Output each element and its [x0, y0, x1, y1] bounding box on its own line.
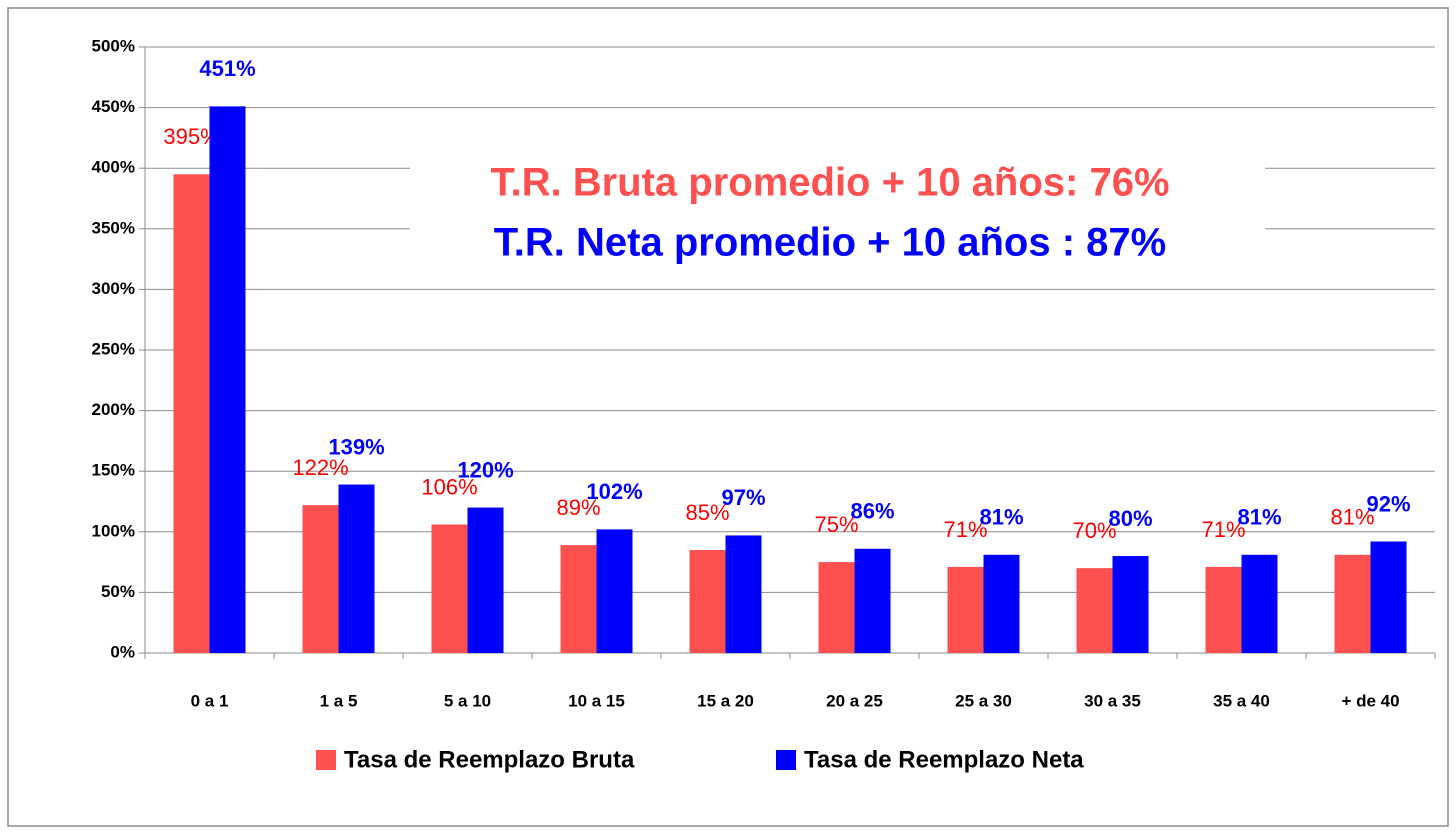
bar: [1241, 554, 1278, 653]
data-label: 97%: [721, 485, 765, 510]
bar: [1076, 568, 1113, 653]
data-label: 139%: [328, 434, 384, 459]
annotation: T.R. Bruta promedio + 10 años: 76%: [490, 161, 1169, 205]
data-label: 75%: [814, 512, 858, 537]
x-tick-label: 1 a 5: [320, 691, 358, 710]
x-tick-label: 25 a 30: [955, 691, 1012, 710]
data-label: 122%: [292, 455, 348, 480]
x-tick-label: + de 40: [1341, 691, 1399, 710]
x-tick-label: 20 a 25: [826, 691, 883, 710]
data-label: 80%: [1108, 506, 1152, 531]
data-label: 81%: [979, 505, 1023, 530]
y-tick-label: 200%: [92, 400, 135, 419]
bar: [983, 554, 1020, 653]
y-tick-label: 300%: [92, 279, 135, 298]
data-label: 81%: [1330, 505, 1374, 530]
bar: [725, 535, 762, 653]
annotation-box: [410, 150, 1265, 270]
data-label: 71%: [943, 517, 987, 542]
y-tick-label: 500%: [92, 36, 135, 55]
bar: [1205, 566, 1242, 653]
bar: [209, 106, 246, 653]
x-tick-label: 30 a 35: [1084, 691, 1141, 710]
y-tick-label: 250%: [92, 339, 135, 358]
x-tick-label: 0 a 1: [191, 691, 229, 710]
bar: [689, 549, 726, 653]
bar: [431, 524, 468, 653]
bar: [1112, 556, 1149, 653]
data-label: 70%: [1072, 518, 1116, 543]
data-label: 71%: [1201, 517, 1245, 542]
data-label: 120%: [457, 457, 513, 482]
data-label: 86%: [850, 499, 894, 524]
y-tick-label: 400%: [92, 158, 135, 177]
bar: [302, 505, 339, 653]
x-tick-label: 5 a 10: [444, 691, 491, 710]
y-tick-label: 150%: [92, 461, 135, 480]
data-label: 102%: [586, 479, 642, 504]
y-tick-label: 450%: [92, 97, 135, 116]
chart-frame: [7, 7, 1449, 827]
legend-label: Tasa de Reemplazo Bruta: [344, 746, 635, 773]
data-label: 92%: [1366, 491, 1410, 516]
bar: [947, 566, 984, 653]
y-tick-label: 100%: [92, 521, 135, 540]
bar: [854, 548, 891, 653]
data-label: 89%: [556, 495, 600, 520]
bar: [560, 545, 597, 653]
legend-swatch: [776, 750, 796, 770]
data-label: 451%: [199, 56, 255, 81]
legend-swatch: [316, 750, 336, 770]
y-tick-label: 0%: [110, 642, 135, 661]
legend-label: Tasa de Reemplazo Neta: [804, 746, 1084, 773]
data-label: 85%: [685, 500, 729, 525]
x-tick-label: 10 a 15: [568, 691, 625, 710]
bar: [596, 529, 633, 653]
bar: [818, 562, 855, 653]
y-tick-label: 350%: [92, 218, 135, 237]
annotation: T.R. Neta promedio + 10 años : 87%: [494, 221, 1166, 265]
x-tick-label: 15 a 20: [697, 691, 754, 710]
bar: [338, 484, 375, 653]
bar: [173, 174, 210, 653]
data-label: 106%: [421, 474, 477, 499]
bar: [1370, 541, 1407, 653]
y-tick-label: 50%: [101, 582, 135, 601]
data-label: 81%: [1237, 505, 1281, 530]
bar: [467, 507, 504, 653]
bar: [1334, 554, 1371, 653]
x-tick-label: 35 a 40: [1213, 691, 1270, 710]
